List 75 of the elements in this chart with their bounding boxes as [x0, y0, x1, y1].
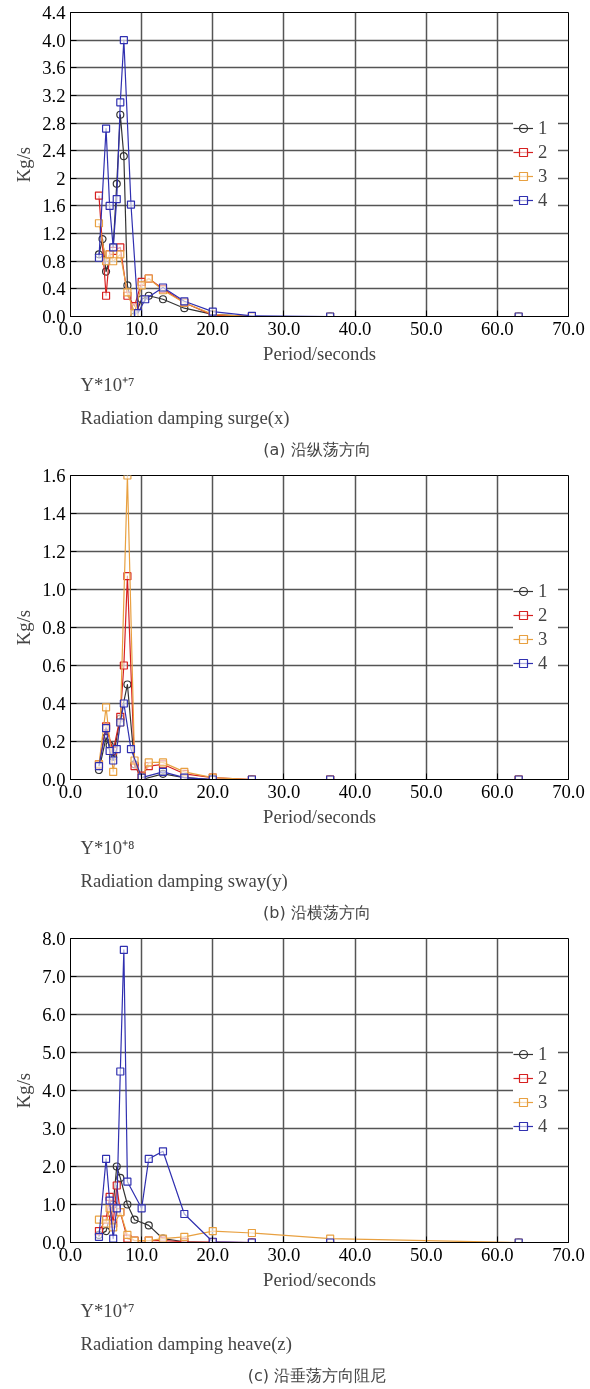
x-axis-title: Period/seconds	[263, 342, 376, 364]
x-tick-label: 20.0	[196, 780, 230, 802]
y-axis-title: Kg/s	[13, 1072, 35, 1109]
text: Y*10⁺⁷	[80, 1299, 135, 1321]
legend-label: 2	[538, 141, 549, 163]
text: Radiation damping surge(x)	[80, 406, 290, 429]
x-tick-label: 10.0	[125, 1243, 158, 1265]
x-tick-label: 40.0	[338, 780, 372, 802]
x-tick-label: 70.0	[552, 1243, 585, 1265]
x-tick-label: 50.0	[409, 1243, 443, 1265]
legend-label: 4	[538, 189, 549, 211]
x-tick-label: 30.0	[267, 317, 301, 339]
text: Radiation damping heave(z)	[80, 1332, 292, 1355]
legend-label: 3	[538, 1091, 549, 1113]
x-tick-label: 10.0	[125, 780, 158, 802]
x-axis-title: Period/seconds	[263, 805, 376, 827]
y-tick-label: 0.8	[42, 250, 66, 272]
legend-label: 1	[538, 1043, 549, 1065]
x-tick-label: 60.0	[481, 1243, 514, 1265]
x-tick-label: 70.0	[552, 317, 585, 339]
x-tick-label: 10.0	[125, 317, 158, 339]
y-tick-label: 1.6	[42, 465, 66, 486]
text: (c) 沿垂荡方向阻尼	[247, 1365, 387, 1385]
legend-label: 3	[538, 628, 549, 650]
text: Y*10⁺⁸	[80, 836, 135, 858]
x-tick-label: 40.0	[338, 317, 372, 339]
x-tick-label: 40.0	[338, 1243, 372, 1265]
y-tick-label: 4.0	[42, 1080, 66, 1101]
y-tick-label: 3.6	[42, 57, 66, 79]
legend-label: 1	[538, 117, 549, 139]
y-tick-label: 2	[56, 167, 66, 189]
y-tick-label: 0.4	[42, 278, 67, 300]
legend-label: 1	[538, 580, 549, 602]
x-tick-label: 20.0	[196, 1243, 230, 1265]
legend-label: 3	[538, 165, 549, 187]
y-tick-label: 3.0	[42, 1118, 66, 1139]
y-tick-label: 2.4	[42, 140, 67, 162]
x-axis-title: Period/seconds	[263, 1268, 376, 1290]
y-tick-label: 2.0	[42, 1156, 66, 1177]
y-tick-label: 2.8	[42, 112, 66, 134]
text: Y*10⁺⁷	[80, 373, 135, 395]
text: Radiation damping sway(y)	[80, 869, 288, 892]
legend-label: 4	[538, 652, 549, 674]
y-tick-label: 5.0	[42, 1042, 66, 1063]
y-tick-label: 1.0	[42, 1194, 66, 1215]
x-tick-label: 30.0	[267, 780, 301, 802]
y-tick-label: 0.6	[42, 655, 66, 676]
legend-label: 2	[538, 604, 549, 626]
y-axis-title: Kg/s	[13, 146, 35, 183]
text: (a) 沿纵荡方向	[263, 439, 371, 459]
y-tick-label: 1.2	[42, 223, 66, 245]
y-tick-label: 4.4	[42, 2, 67, 23]
legend-label: 4	[538, 1115, 549, 1137]
x-tick-label: 30.0	[267, 1243, 301, 1265]
y-axis-title: Kg/s	[13, 609, 35, 646]
y-tick-label: 1.4	[42, 503, 67, 524]
y-tick-label: 0.4	[42, 693, 67, 714]
text: (b) 沿横荡方向	[263, 902, 371, 922]
y-tick-label: 4.0	[42, 29, 66, 51]
y-tick-label: 1.2	[42, 541, 66, 562]
x-tick-label: 60.0	[481, 780, 514, 802]
y-tick-label: 7.0	[42, 966, 66, 987]
y-tick-label: 0.2	[42, 731, 66, 752]
x-tick-label: 50.0	[409, 780, 443, 802]
y-tick-label: 3.2	[42, 84, 66, 106]
x-tick-label: 50.0	[409, 317, 443, 339]
x-tick-label: 60.0	[481, 317, 514, 339]
y-tick-label: 1.6	[42, 195, 66, 217]
y-tick-label: 8.0	[42, 928, 66, 949]
legend-label: 2	[538, 1067, 549, 1089]
y-tick-label: 6.0	[42, 1004, 66, 1025]
x-tick-label: 70.0	[552, 780, 585, 802]
y-tick-label: 1.0	[42, 579, 66, 600]
x-tick-label: 20.0	[196, 317, 230, 339]
y-tick-label: 0.8	[42, 617, 66, 638]
